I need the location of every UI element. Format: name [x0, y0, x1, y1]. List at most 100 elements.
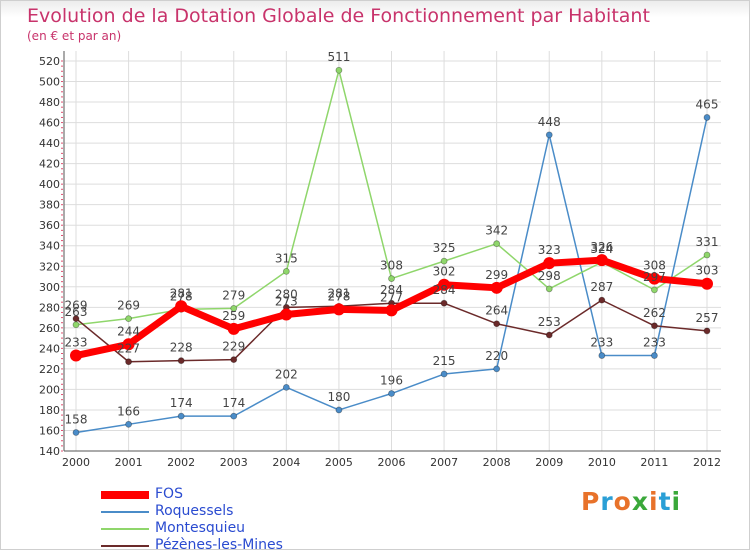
legend-label: Pézènes-les-Mines: [155, 537, 283, 553]
data-label: 202: [275, 367, 298, 381]
legend-label: Montesquieu: [155, 520, 246, 536]
data-label: 278: [170, 289, 193, 303]
data-label: 279: [222, 288, 245, 302]
y-tick-label: 460: [39, 117, 60, 130]
data-label: 253: [538, 315, 561, 329]
x-tick-label: 2002: [167, 456, 195, 469]
data-label: 233: [65, 336, 88, 350]
logo-letter: r: [600, 487, 614, 516]
data-point: [230, 356, 238, 364]
data-label: 269: [117, 299, 140, 313]
y-tick-label: 280: [39, 301, 60, 314]
data-point: [703, 251, 711, 259]
data-label: 264: [485, 304, 508, 318]
data-label: 342: [485, 224, 508, 238]
y-tick-label: 160: [39, 424, 60, 437]
data-point: [701, 277, 713, 290]
data-label: 174: [222, 396, 245, 410]
data-point: [282, 383, 290, 391]
data-point: [493, 320, 501, 328]
data-label: 228: [170, 341, 193, 355]
data-point: [230, 304, 238, 312]
x-tick-label: 2000: [62, 456, 90, 469]
data-point: [227, 322, 240, 335]
y-tick-label: 480: [39, 96, 60, 109]
data-label: 315: [275, 251, 298, 265]
data-label: 166: [117, 404, 140, 418]
legend-swatch: [101, 545, 149, 547]
data-label: 465: [696, 97, 719, 111]
x-tick-label: 2001: [115, 456, 143, 469]
y-tick-label: 240: [39, 342, 60, 355]
data-point: [440, 257, 448, 265]
logo-letter: x: [631, 487, 649, 516]
data-label: 281: [170, 286, 193, 300]
logo-letter: i: [671, 487, 682, 516]
logo-letter: o: [613, 487, 632, 516]
data-point: [125, 358, 132, 366]
data-point: [440, 370, 448, 378]
data-point: [598, 296, 606, 304]
data-point: [335, 406, 343, 414]
data-point: [490, 281, 503, 294]
data-point: [125, 315, 132, 323]
proxiti-logo: Proxiti: [581, 487, 681, 516]
x-tick-label: 2008: [483, 456, 511, 469]
y-tick-label: 380: [39, 199, 60, 212]
data-label: 308: [643, 259, 666, 273]
y-tick-label: 260: [39, 322, 60, 335]
plot-area: [64, 51, 721, 451]
chart-subtitle: (en € et par an): [27, 29, 122, 43]
data-point: [648, 272, 661, 285]
y-tick-label: 500: [39, 76, 60, 89]
data-label: 299: [485, 268, 508, 282]
data-point: [595, 254, 608, 267]
data-point: [282, 267, 290, 275]
data-label: 448: [538, 115, 561, 129]
x-tick-label: 2007: [430, 456, 458, 469]
data-label: 262: [643, 306, 666, 320]
data-label: 323: [538, 243, 561, 257]
legend-label: FOS: [155, 486, 183, 502]
data-label: 302: [433, 265, 456, 279]
data-point: [385, 304, 398, 317]
data-label: 284: [433, 283, 456, 297]
data-label: 220: [485, 349, 508, 363]
y-tick-label: 200: [39, 383, 60, 396]
data-label: 277: [380, 290, 403, 304]
data-label: 257: [696, 311, 719, 325]
data-label: 325: [433, 241, 456, 255]
data-label: 229: [222, 340, 245, 354]
data-label: 284: [380, 283, 403, 297]
data-point: [125, 420, 132, 428]
data-point: [651, 352, 658, 359]
data-point: [651, 286, 658, 294]
data-label: 215: [433, 354, 456, 368]
data-label: 298: [538, 269, 561, 283]
data-point: [72, 315, 80, 323]
y-tick-label: 180: [39, 404, 60, 417]
data-point: [72, 429, 80, 436]
data-point: [332, 303, 345, 316]
y-tick-label: 400: [39, 178, 60, 191]
data-point: [440, 299, 448, 307]
data-label: 227: [117, 342, 140, 356]
data-label: 269: [65, 299, 88, 313]
logo-letter: P: [581, 487, 601, 516]
x-tick-label: 2004: [272, 456, 300, 469]
data-label: 303: [696, 264, 719, 278]
data-label: 331: [696, 235, 719, 249]
logo-letter: i: [649, 487, 659, 516]
data-point: [438, 278, 451, 291]
data-point: [703, 327, 711, 335]
data-label: 511: [327, 50, 350, 64]
data-point: [651, 322, 658, 330]
y-tick-label: 420: [39, 158, 60, 171]
legend-label: Roquessels: [155, 503, 234, 519]
data-point: [230, 412, 238, 420]
y-tick-label: 300: [39, 281, 60, 294]
data-label: 278: [327, 289, 350, 303]
data-point: [493, 365, 501, 373]
